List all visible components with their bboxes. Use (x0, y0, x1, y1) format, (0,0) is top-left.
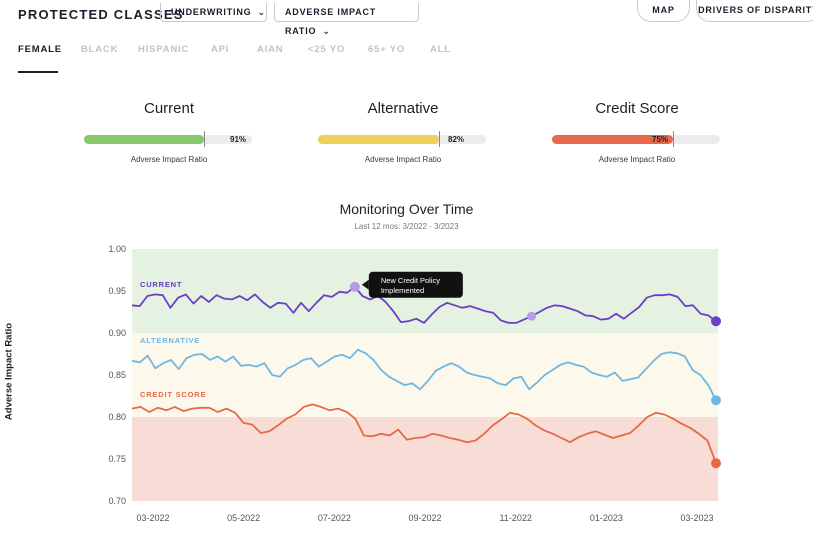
chevron-down-icon: ⌄ (257, 7, 266, 17)
metric-subtitle: Adverse Impact Ratio (364, 155, 442, 164)
metric-dropdown-label: ADVERSE IMPACT RATIO (285, 7, 377, 36)
series-point-marker[interactable] (527, 311, 537, 321)
metric-title: Alternative (367, 100, 439, 117)
x-tick-label: 11-2022 (499, 513, 531, 523)
drivers-of-disparity-label: DRIVERS OF DISPARITY (698, 5, 813, 15)
tab-over-65[interactable]: 65+ YO (368, 44, 406, 55)
chart-subtitle: Last 12 mos: 3/2022 - 3/2023 (354, 222, 459, 231)
x-tick-label: 05-2022 (227, 513, 260, 523)
metric-value: 91% (230, 135, 247, 144)
tab-under-25[interactable]: <25 YO (308, 44, 346, 55)
monitoring-line-chart: 0.70 0.75 0.80 0.85 0.90 0.95 1.00 03-2022 05-20… (108, 244, 721, 523)
chevron-down-icon: ⌄ (322, 26, 331, 36)
metric-fill (552, 135, 673, 144)
metric-subtitle: Adverse Impact Ratio (598, 155, 676, 164)
series-end-point[interactable] (711, 395, 721, 406)
x-tick-label: 03-2022 (136, 513, 169, 523)
product-dropdown[interactable]: UNDERWRITING ⌄ (160, 3, 267, 22)
y-tick-label: 0.70 (108, 496, 126, 506)
metric-marker (204, 131, 205, 147)
y-tick-label: 0.85 (108, 370, 126, 380)
y-tick-label: 0.75 (108, 454, 126, 464)
product-dropdown-label: UNDERWRITING (171, 7, 252, 17)
page-title: PROTECTED CLASSES (18, 7, 184, 22)
x-tick-label: 07-2022 (318, 513, 351, 523)
series-line-alternative (131, 348, 717, 401)
top-bar: PROTECTED CLASSES UNDERWRITING ⌄ ADVERSE … (0, 0, 813, 36)
tooltip-arrow (361, 279, 369, 290)
tab-hispanic[interactable]: HISPANIC (138, 44, 190, 55)
series-label: CREDIT SCORE (140, 390, 206, 399)
y-tick-label: 1.00 (108, 244, 126, 254)
series-line-current (131, 285, 717, 324)
chart-band-1 (132, 333, 718, 417)
active-tab-underline (18, 71, 58, 73)
metric-value: 82% (448, 135, 465, 144)
y-tick-label: 0.90 (108, 328, 126, 338)
annotation-point[interactable] (349, 281, 360, 292)
x-tick-label: 09-2022 (408, 513, 441, 523)
metric-dropdown[interactable]: ADVERSE IMPACT RATIO ⌄ (274, 3, 419, 36)
y-tick-label: 0.95 (108, 286, 126, 296)
map-button[interactable]: MAP (637, 0, 690, 22)
tooltip-text-line: Implemented (381, 286, 424, 295)
tooltip-text-line: New Credit Policy (381, 276, 440, 285)
metric-value: 75% (652, 135, 669, 144)
metric-marker (439, 131, 440, 147)
series-label: ALTERNATIVE (140, 336, 200, 345)
series-end-point[interactable] (711, 316, 721, 327)
metric-fill (318, 135, 439, 144)
chart-band-2 (132, 417, 718, 501)
series-line-credit-score (131, 403, 717, 464)
metric-fill (84, 135, 204, 144)
drivers-of-disparity-button[interactable]: DRIVERS OF DISPARITY (696, 0, 813, 22)
x-tick-label: 01-2023 (590, 513, 623, 523)
metric-title: Current (143, 100, 195, 117)
tab-api[interactable]: API (211, 44, 230, 55)
metric-title: Credit Score (595, 100, 679, 117)
tooltip-box (368, 271, 463, 298)
metric-subtitle: Adverse Impact Ratio (130, 155, 208, 164)
map-button-label: MAP (652, 5, 675, 15)
chart-title: Monitoring Over Time (339, 201, 474, 217)
tab-black[interactable]: BLACK (81, 44, 119, 55)
x-tick-label: 03-2023 (680, 513, 713, 523)
y-tick-label: 0.80 (108, 412, 126, 422)
metric-marker (673, 131, 674, 147)
tab-female[interactable]: FEMALE (18, 44, 62, 55)
tab-aian[interactable]: AIAN (257, 44, 284, 55)
series-end-point[interactable] (711, 458, 721, 469)
tab-all[interactable]: ALL (430, 44, 451, 55)
series-label: CURRENT (140, 280, 182, 289)
